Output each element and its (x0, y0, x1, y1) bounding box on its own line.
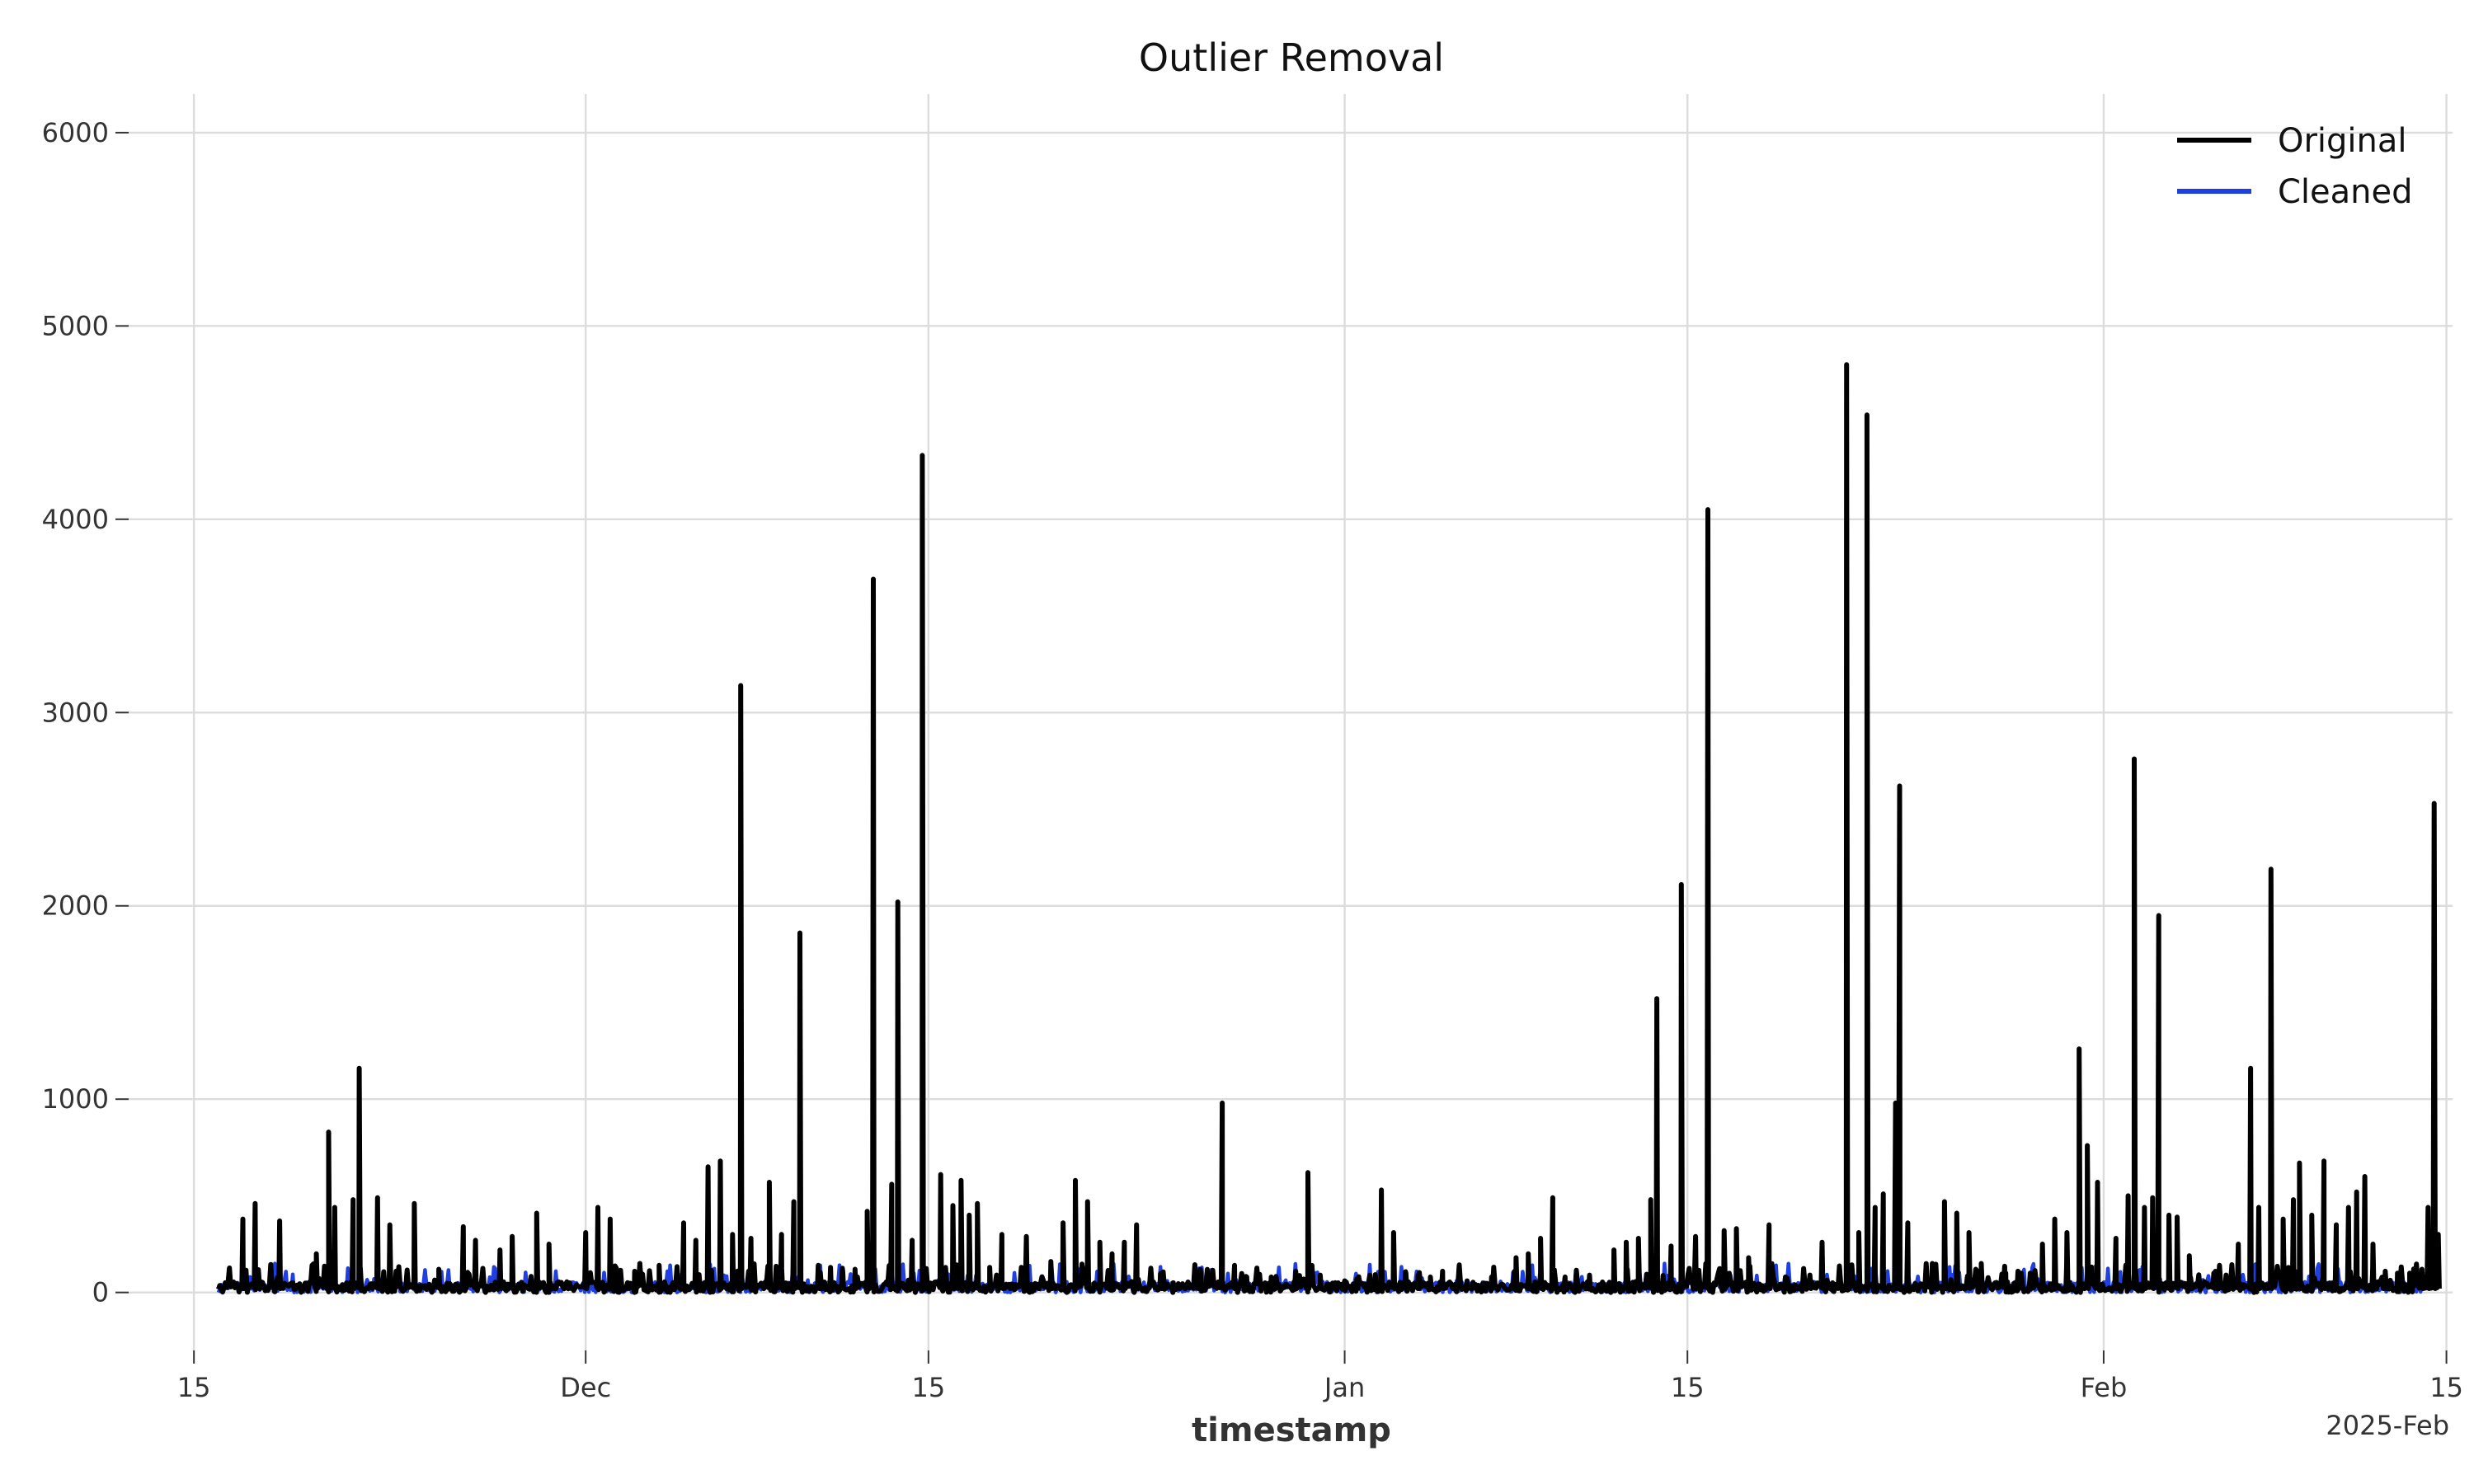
y-tick-label: 0 (92, 1277, 109, 1308)
legend-label-cleaned: Cleaned (2278, 173, 2413, 211)
series-line-original (216, 362, 2442, 1295)
series-layer (216, 362, 2442, 1295)
y-tick-label: 4000 (42, 504, 109, 535)
x-tick-label: Dec (560, 1372, 611, 1403)
x-tick-label: Jan (1323, 1372, 1365, 1403)
gridlines (129, 94, 2453, 1350)
legend: Original Cleaned (2177, 122, 2413, 211)
x-tick-label: 15 (1671, 1372, 1705, 1403)
x-axis-offset-label: 2025-Feb (2326, 1410, 2449, 1441)
x-tick-label: 15 (911, 1372, 945, 1403)
x-tick-label: 15 (2429, 1372, 2463, 1403)
x-tick-label: Feb (2081, 1372, 2128, 1403)
y-tick-label: 3000 (42, 697, 109, 728)
chart-title: Outlier Removal (1139, 35, 1444, 80)
y-tick-label: 6000 (42, 117, 109, 148)
y-tick-label: 2000 (42, 890, 109, 922)
x-axis-label: timestamp (1192, 1411, 1391, 1449)
y-tick-label: 1000 (42, 1083, 109, 1115)
x-tick-label: 15 (177, 1372, 211, 1403)
legend-label-original: Original (2278, 122, 2407, 160)
y-tick-label: 5000 (42, 310, 109, 341)
x-axis-ticks: 15 Dec 15 Jan 15 Feb 15 (177, 1350, 2463, 1403)
y-axis-ticks: 0 1000 2000 3000 4000 5000 6000 (42, 117, 129, 1308)
